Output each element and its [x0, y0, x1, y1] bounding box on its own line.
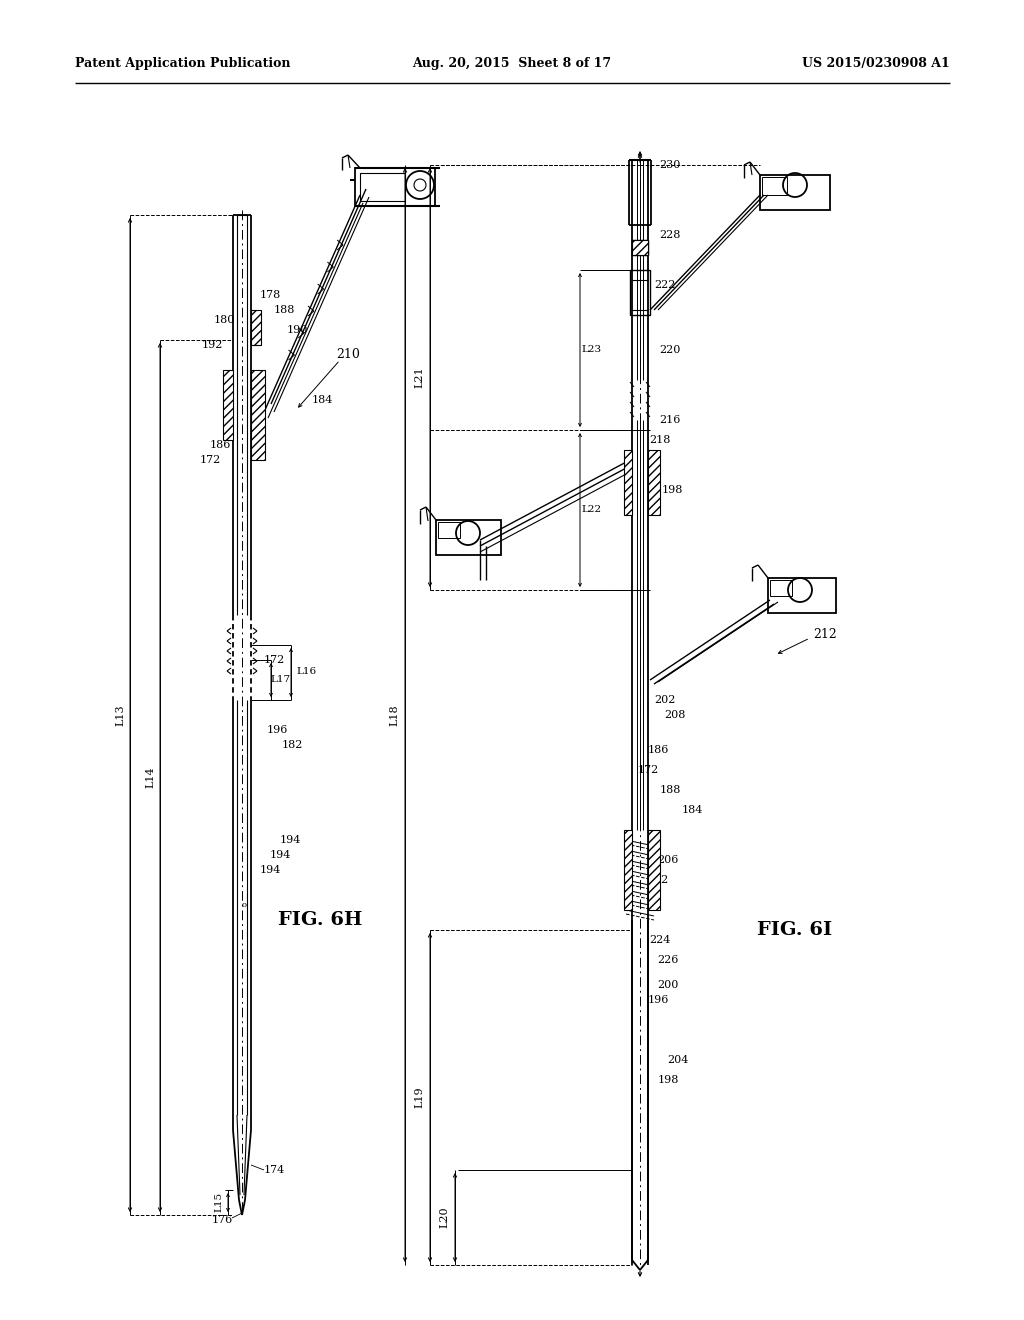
Text: FIG. 6H: FIG. 6H: [278, 911, 362, 929]
Text: 204: 204: [668, 1055, 689, 1065]
Text: 194: 194: [280, 836, 301, 845]
Bar: [624, 830, 632, 909]
Text: 196: 196: [647, 995, 669, 1005]
Bar: [630, 271, 650, 315]
Text: 180: 180: [213, 315, 234, 325]
Text: 228: 228: [659, 230, 681, 240]
Text: 176: 176: [211, 1214, 232, 1225]
Text: L14: L14: [145, 766, 155, 788]
Text: L15: L15: [214, 1192, 223, 1212]
Bar: [648, 450, 660, 515]
Text: L17: L17: [271, 676, 291, 685]
Bar: [624, 450, 632, 515]
Text: 184: 184: [311, 395, 333, 405]
Text: 202: 202: [654, 696, 676, 705]
Bar: [223, 370, 233, 440]
Bar: [632, 240, 648, 255]
Text: 224: 224: [649, 935, 671, 945]
Bar: [438, 521, 460, 539]
Text: 186: 186: [209, 440, 230, 450]
Text: 178: 178: [259, 290, 281, 300]
Text: 226: 226: [657, 954, 679, 965]
Text: 222: 222: [654, 280, 676, 290]
Bar: [360, 173, 406, 201]
Text: 172: 172: [200, 455, 220, 465]
Text: L22: L22: [582, 506, 602, 515]
Text: US 2015/0230908 A1: US 2015/0230908 A1: [802, 57, 950, 70]
Text: 192: 192: [202, 341, 222, 350]
Bar: [648, 830, 660, 909]
Text: 212: 212: [813, 628, 837, 642]
Bar: [436, 520, 501, 554]
Text: 184: 184: [681, 805, 702, 814]
Text: 210: 210: [336, 348, 360, 362]
Text: 172: 172: [263, 655, 285, 665]
Text: Aug. 20, 2015  Sheet 8 of 17: Aug. 20, 2015 Sheet 8 of 17: [413, 57, 611, 70]
Text: L13: L13: [115, 704, 125, 726]
Text: 200: 200: [657, 979, 679, 990]
Text: Patent Application Publication: Patent Application Publication: [75, 57, 291, 70]
Text: L21: L21: [414, 366, 424, 388]
Text: 174: 174: [263, 1166, 285, 1175]
Text: 218: 218: [649, 436, 671, 445]
Text: 208: 208: [665, 710, 686, 719]
Text: 220: 220: [659, 345, 681, 355]
Bar: [251, 370, 265, 459]
Text: 188: 188: [273, 305, 295, 315]
Text: 198: 198: [662, 484, 683, 495]
Text: 190: 190: [287, 325, 307, 335]
Bar: [768, 578, 836, 612]
Text: L16: L16: [297, 668, 317, 676]
Text: L20: L20: [439, 1206, 449, 1228]
Text: FIG. 6I: FIG. 6I: [758, 921, 833, 939]
Text: 230: 230: [659, 160, 681, 170]
Text: 172: 172: [647, 875, 669, 884]
Text: 188: 188: [659, 785, 681, 795]
Text: o: o: [242, 902, 247, 909]
Text: L23: L23: [582, 346, 602, 355]
Text: 206: 206: [657, 855, 679, 865]
Text: 198: 198: [657, 1074, 679, 1085]
Text: 182: 182: [282, 741, 303, 750]
Text: L18: L18: [389, 704, 399, 726]
Text: 216: 216: [659, 414, 681, 425]
Bar: [762, 177, 787, 195]
Bar: [355, 168, 435, 206]
Text: 186: 186: [647, 744, 669, 755]
Bar: [251, 310, 261, 345]
Text: 194: 194: [259, 865, 281, 875]
Bar: [770, 579, 792, 597]
Text: 194: 194: [269, 850, 291, 861]
Bar: [760, 176, 830, 210]
Text: 172: 172: [637, 766, 658, 775]
Text: 196: 196: [266, 725, 288, 735]
Text: L19: L19: [414, 1086, 424, 1107]
